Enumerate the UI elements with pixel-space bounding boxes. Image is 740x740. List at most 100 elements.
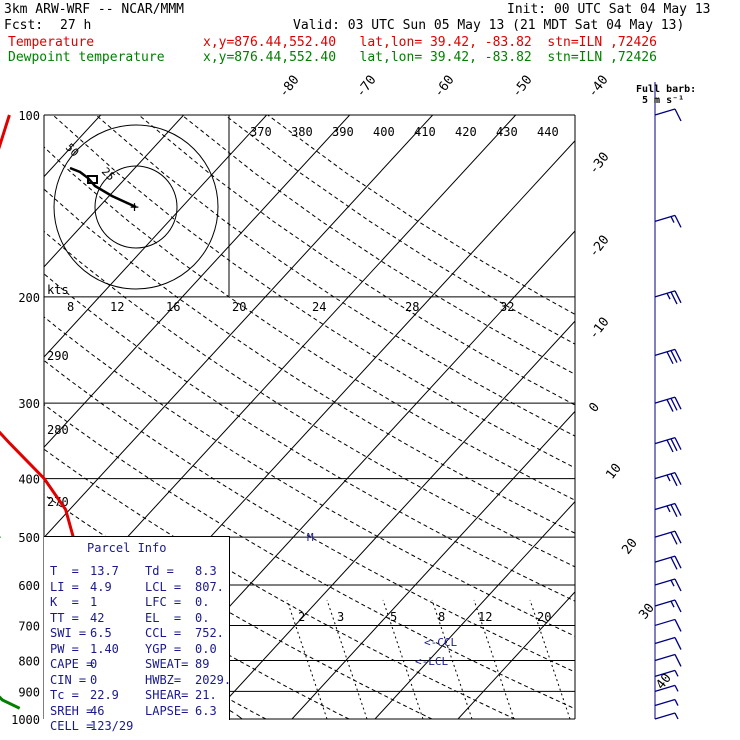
parcel-param-label: EL = bbox=[145, 610, 182, 625]
barb-flag bbox=[674, 555, 682, 569]
barb-flag bbox=[674, 108, 682, 122]
barb-flag bbox=[674, 578, 682, 592]
barb-shaft bbox=[654, 396, 676, 404]
isotherm bbox=[208, 320, 575, 719]
parcel-param-label: YGP = bbox=[145, 641, 182, 656]
dry-adiabat bbox=[44, 146, 575, 501]
parcel-param-label: T = bbox=[50, 564, 79, 578]
parcel-param-value: 807. bbox=[195, 579, 224, 594]
barb-flag bbox=[670, 532, 678, 545]
isobar-label: 900 bbox=[18, 685, 40, 699]
mixing-ratio-label: 2 bbox=[298, 610, 305, 624]
isotherm-label: 0 bbox=[586, 400, 603, 415]
dry-adiabat bbox=[44, 316, 575, 637]
temperature-legend: Temperature bbox=[8, 35, 95, 50]
theta-w-label: 32 bbox=[500, 300, 514, 314]
mixing-ratio-line bbox=[529, 599, 571, 719]
isobar-label: 200 bbox=[18, 291, 40, 305]
barb-shaft bbox=[654, 636, 676, 645]
wind-barb bbox=[654, 472, 682, 487]
parcel-param-value: 0.0 bbox=[195, 641, 217, 656]
barb-flag bbox=[670, 557, 678, 570]
barb-shaft bbox=[654, 214, 676, 222]
barb-shaft bbox=[654, 669, 676, 677]
model-title: 3km ARW-WRF -- NCAR/MMM bbox=[4, 2, 185, 17]
parcel-param-value: 46 bbox=[90, 703, 105, 718]
hodograph-ring-outer bbox=[53, 124, 219, 290]
dry-adiabat bbox=[44, 273, 575, 602]
valid-time: Valid: 03 UTC Sun 05 May 13 (21 MDT Sat … bbox=[293, 18, 685, 33]
parcel-param-value: 13.7 bbox=[90, 564, 119, 578]
parcel-param-value: 42 bbox=[90, 610, 105, 625]
theta-w-label: 20 bbox=[232, 300, 246, 314]
isobar-label: 700 bbox=[18, 619, 40, 633]
barb-flag bbox=[670, 291, 678, 305]
isotherm bbox=[44, 115, 434, 539]
barb-shaft bbox=[654, 698, 676, 707]
parcel-param-value: 2029. bbox=[195, 672, 232, 687]
forecast-label: Fcst: bbox=[4, 18, 44, 33]
wind-barb bbox=[654, 636, 682, 650]
isobar-label: 500 bbox=[18, 531, 40, 545]
barb-flag bbox=[670, 438, 678, 452]
mixing-ratio-label: 8 bbox=[438, 610, 445, 624]
parcel-param-label: SREH = bbox=[50, 703, 94, 718]
parcel-param-label: SHEAR= bbox=[145, 688, 189, 702]
isotherm-label: -40 bbox=[585, 73, 611, 101]
barb-flag bbox=[674, 530, 682, 544]
barb-flag bbox=[674, 637, 682, 650]
theta-e-label: 430 bbox=[496, 125, 518, 139]
full-barb-label: Full barb: bbox=[636, 84, 696, 95]
barb-flag bbox=[674, 437, 682, 450]
mixing-ratio-label: 12 bbox=[478, 610, 492, 624]
parcel-param-value: 0 bbox=[90, 672, 98, 687]
isotherm bbox=[44, 115, 185, 268]
parcel-param-value: 0. bbox=[195, 610, 210, 625]
theta-w-label: 24 bbox=[312, 300, 326, 314]
barb-flag bbox=[674, 503, 682, 516]
wind-barb bbox=[654, 436, 682, 453]
wind-barb bbox=[654, 599, 682, 613]
moist-adiabat bbox=[0, 297, 10, 719]
init-time: Init: 00 UTC Sat 04 May 13 bbox=[507, 2, 711, 17]
mixing-ratio-label: 5 bbox=[390, 610, 397, 624]
barb-flag bbox=[670, 350, 678, 363]
barb-flag bbox=[674, 472, 682, 485]
isotherm-label: -30 bbox=[586, 150, 612, 178]
barb-flag bbox=[670, 473, 678, 487]
parcel-info-panel: Parcel Info T = 13.7 Td = 8.3 LI = 4.9 LCL = 80… bbox=[44, 536, 232, 733]
dry-adiabat bbox=[0, 115, 17, 719]
barb-shaft bbox=[654, 684, 676, 692]
wind-barb bbox=[654, 214, 682, 228]
wind-barb bbox=[654, 653, 682, 667]
isotherm-label: -70 bbox=[353, 73, 379, 101]
parcel-param-label: TT = bbox=[50, 610, 79, 625]
parcel-param-value: 0. bbox=[195, 595, 210, 609]
parcel-param-label: LAPSE= bbox=[145, 703, 189, 718]
mixing-ratio-label: 3 bbox=[337, 610, 344, 624]
barb-shaft bbox=[654, 599, 676, 607]
parcel-param-value: 0 bbox=[90, 657, 98, 671]
dewpoint-location: x,y=876.44,552.40 lat,lon= 39.42, -83.82… bbox=[203, 50, 657, 65]
dry-adiabat-label: 290 bbox=[47, 349, 69, 363]
isotherm bbox=[291, 410, 575, 719]
temperature-location: x,y=876.44,552.40 lat,lon= 39.42, -83.82… bbox=[203, 35, 657, 50]
isobar-label: 400 bbox=[18, 473, 40, 487]
parcel-param-value: 1 bbox=[90, 595, 98, 609]
barb-shaft bbox=[654, 108, 676, 116]
theta-e-label: 380 bbox=[291, 125, 313, 139]
mixing-ratio-line bbox=[431, 599, 473, 719]
parcel-param-label: LCL = bbox=[145, 579, 182, 594]
theta-w-label: 8 bbox=[67, 300, 74, 314]
barb-half-flag bbox=[674, 685, 679, 692]
hodograph-ring-label-outer: 50 bbox=[63, 141, 82, 160]
mixing-ratio-line bbox=[286, 599, 328, 719]
isotherm-label: 10 bbox=[603, 461, 624, 483]
barb-shaft bbox=[654, 578, 676, 586]
barb-shaft bbox=[654, 653, 676, 662]
isotherm bbox=[44, 115, 268, 358]
barb-shaft bbox=[654, 530, 676, 538]
theta-e-label: 390 bbox=[332, 125, 354, 139]
parcel-param-label: CAPE = bbox=[50, 657, 94, 671]
